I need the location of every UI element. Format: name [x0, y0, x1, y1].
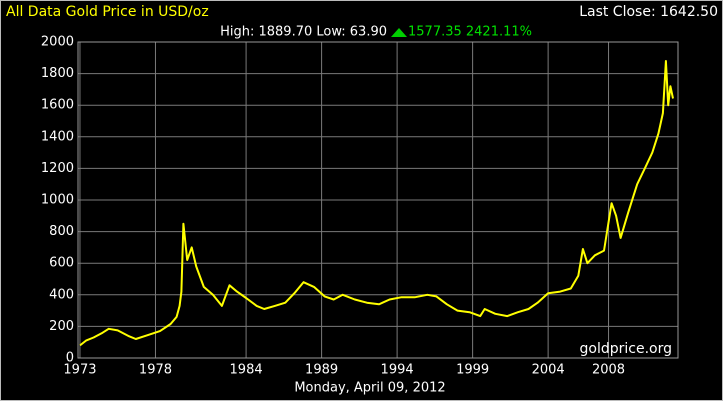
- x-tick-label: 1999: [456, 363, 489, 378]
- y-tick-label: 1000: [41, 193, 74, 208]
- change: 1577.35 2421.11%: [408, 25, 532, 40]
- up-arrow: [391, 28, 407, 37]
- last-close: Last Close: 1642.50: [579, 4, 718, 20]
- y-tick-label: 1400: [41, 129, 74, 144]
- y-tick-label: 1600: [41, 98, 74, 113]
- y-tick-label: 2000: [41, 35, 74, 50]
- price-line: [79, 60, 674, 347]
- x-tick-label: 2004: [532, 363, 565, 378]
- y-tick-label: 200: [49, 319, 74, 334]
- date-label: Monday, April 09, 2012: [294, 381, 445, 396]
- y-tick-label: 1800: [41, 66, 74, 81]
- y-tick-label: 600: [49, 256, 74, 271]
- subtitle: High: 1889.70 Low: 63.90: [220, 25, 387, 40]
- x-tick-label: 1978: [139, 363, 172, 378]
- watermark: goldprice.org: [580, 341, 672, 357]
- chart-title: All Data Gold Price in USD/oz: [6, 4, 209, 20]
- y-tick-label: 0: [66, 351, 74, 366]
- plot-border: [77, 41, 679, 359]
- y-tick-label: 400: [49, 287, 74, 302]
- y-tick-label: 1200: [41, 161, 74, 176]
- x-tick-label: 1994: [381, 363, 414, 378]
- x-tick-label: 1973: [63, 363, 96, 378]
- x-tick-label: 1984: [230, 363, 263, 378]
- x-tick-label: 1989: [305, 363, 338, 378]
- y-tick-label: 800: [49, 224, 74, 239]
- x-tick-label: 2008: [592, 363, 625, 378]
